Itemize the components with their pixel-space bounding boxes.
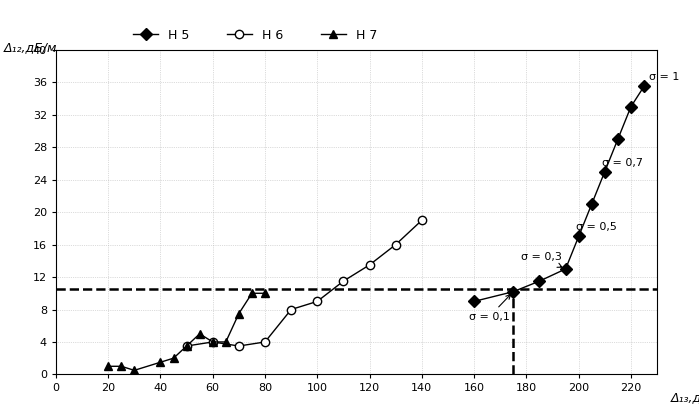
Н 7 bbox=[117, 364, 125, 369]
Н 6 bbox=[313, 299, 322, 304]
Н 5 bbox=[640, 84, 648, 89]
Line: Н 7: Н 7 bbox=[104, 289, 269, 374]
Line: Н 6: Н 6 bbox=[182, 216, 426, 350]
Н 7 bbox=[208, 339, 217, 344]
Н 5 bbox=[509, 289, 517, 294]
Н 6 bbox=[417, 218, 426, 223]
Text: σ = 1: σ = 1 bbox=[649, 72, 679, 82]
Н 5 bbox=[561, 266, 570, 271]
Н 7 bbox=[130, 368, 138, 373]
Н 5 bbox=[575, 234, 583, 239]
Н 6 bbox=[391, 242, 400, 247]
Н 7 bbox=[222, 339, 230, 344]
Н 7 bbox=[169, 356, 178, 361]
Text: Δ₁₂,дБ/м: Δ₁₂,дБ/м bbox=[3, 42, 57, 54]
Н 5 bbox=[627, 104, 635, 109]
Н 7 bbox=[104, 364, 113, 369]
Н 6 bbox=[261, 339, 269, 344]
Н 6 bbox=[235, 344, 243, 349]
Text: Δ₁₃,дБ/м: Δ₁₃,дБ/м bbox=[671, 391, 699, 404]
Н 5 bbox=[588, 201, 596, 206]
Н 7 bbox=[157, 360, 165, 365]
Н 7 bbox=[196, 331, 204, 336]
Н 6 bbox=[287, 307, 296, 312]
Н 6 bbox=[208, 339, 217, 344]
Text: σ = 0,3: σ = 0,3 bbox=[521, 253, 562, 267]
Text: σ = 0,7: σ = 0,7 bbox=[602, 158, 643, 168]
Н 5 bbox=[535, 279, 544, 284]
Н 7 bbox=[261, 291, 269, 296]
Line: Н 5: Н 5 bbox=[470, 82, 648, 306]
Н 6 bbox=[182, 344, 191, 349]
Text: σ = 0,5: σ = 0,5 bbox=[576, 223, 617, 233]
Legend: Н 5, Н 6, Н 7: Н 5, Н 6, Н 7 bbox=[128, 24, 382, 47]
Н 6 bbox=[366, 262, 374, 267]
Н 5 bbox=[600, 169, 609, 174]
Н 7 bbox=[235, 311, 243, 316]
Н 7 bbox=[247, 291, 256, 296]
Text: σ = 0,1: σ = 0,1 bbox=[469, 295, 510, 322]
Н 7 bbox=[182, 344, 191, 349]
Н 6 bbox=[339, 279, 347, 284]
Н 5 bbox=[470, 299, 478, 304]
Н 5 bbox=[614, 136, 622, 141]
